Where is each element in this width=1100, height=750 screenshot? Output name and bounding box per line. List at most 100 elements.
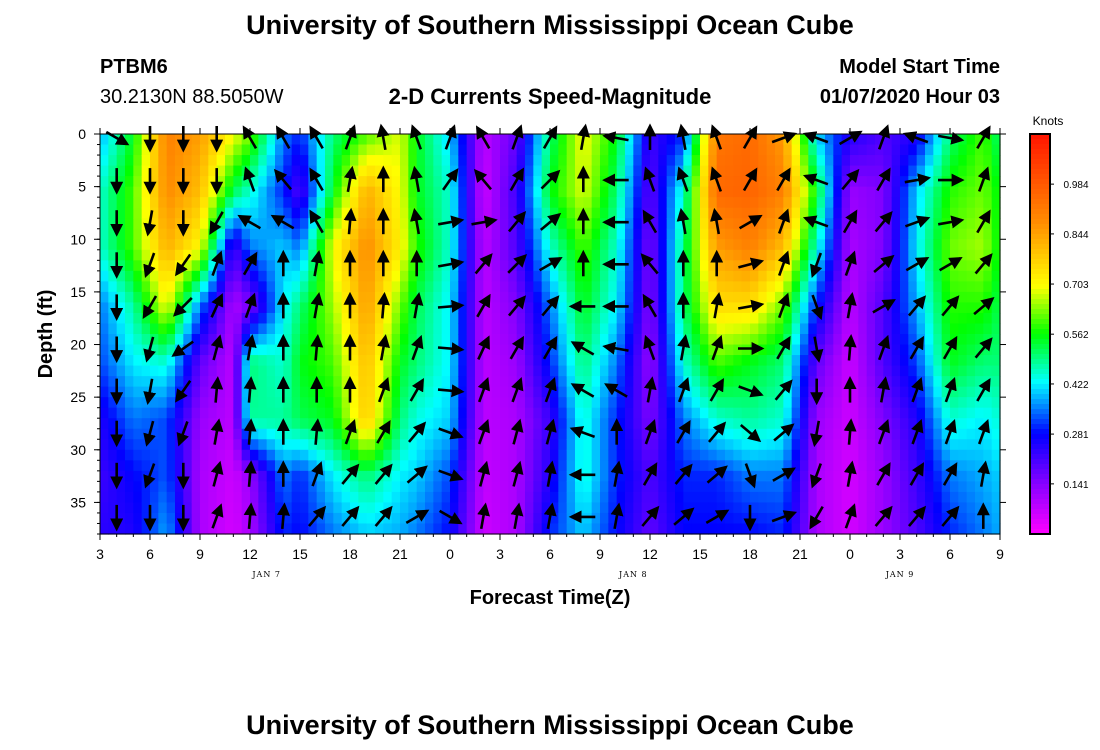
heat-cell xyxy=(791,439,801,451)
heat-cell xyxy=(941,491,951,504)
heat-cell xyxy=(200,386,209,398)
heat-cell xyxy=(333,470,343,482)
heat-cell xyxy=(350,144,359,156)
heat-cell xyxy=(925,312,934,325)
heat-cell xyxy=(166,502,176,514)
x-tick-label: 9 xyxy=(996,546,1004,562)
heat-cell xyxy=(650,491,659,504)
heat-cell xyxy=(925,270,934,282)
heat-cell xyxy=(583,155,593,167)
heat-cell xyxy=(200,344,209,356)
colorbar-swatch xyxy=(1030,134,1050,140)
heat-cell xyxy=(566,218,576,230)
heat-cell xyxy=(200,418,209,430)
heat-cell xyxy=(791,176,801,188)
heat-cell xyxy=(208,449,218,461)
heat-cell xyxy=(191,176,201,188)
heat-cell xyxy=(475,355,484,367)
heat-cell xyxy=(725,165,734,177)
heat-cell xyxy=(900,365,909,377)
heat-cell xyxy=(683,207,693,219)
current-vector-arrow xyxy=(677,334,690,361)
heat-cell xyxy=(600,312,609,325)
heat-cell xyxy=(808,207,818,219)
heat-cell xyxy=(783,491,793,504)
colorbar-tick-label: 0.703 xyxy=(1063,280,1088,291)
heat-cell xyxy=(450,449,459,461)
heat-cell xyxy=(800,291,809,304)
heat-cell xyxy=(133,302,143,314)
heat-cell xyxy=(558,523,568,535)
heat-cell xyxy=(400,470,409,482)
heat-cell xyxy=(916,281,926,293)
heat-cell xyxy=(716,155,726,167)
heat-cell xyxy=(325,355,334,367)
heat-cell xyxy=(191,239,201,251)
current-vector-arrow xyxy=(143,336,156,363)
heat-cell xyxy=(733,418,743,430)
heat-cell xyxy=(733,523,743,535)
heat-cell xyxy=(641,502,651,514)
colorbar-swatch xyxy=(1030,454,1050,460)
heat-cell xyxy=(958,512,968,525)
heat-cell xyxy=(466,302,476,314)
heat-cell xyxy=(741,197,751,209)
heat-cell xyxy=(700,386,709,398)
heat-cell xyxy=(391,470,401,482)
heat-cell xyxy=(683,228,693,240)
heat-cell xyxy=(933,281,943,293)
heat-cell xyxy=(291,344,301,356)
heat-cell xyxy=(700,197,709,209)
heat-cell xyxy=(800,397,809,409)
heat-cell xyxy=(425,523,434,535)
heat-cell xyxy=(608,186,618,198)
heat-cell xyxy=(816,376,826,388)
colorbar-swatch xyxy=(1030,469,1050,475)
colorbar-swatch xyxy=(1030,219,1050,225)
heat-cell xyxy=(208,260,218,272)
heat-cell xyxy=(558,491,568,504)
heat-cell xyxy=(508,270,518,282)
heat-cell xyxy=(366,134,376,146)
heat-cell xyxy=(808,165,818,177)
heat-cell xyxy=(741,239,751,251)
heat-cell xyxy=(941,376,951,388)
heat-cell xyxy=(200,312,209,325)
heat-cell xyxy=(566,207,576,219)
heat-cell xyxy=(866,270,876,282)
heat-cell xyxy=(341,449,351,461)
heat-cell xyxy=(491,176,501,188)
heat-cell xyxy=(841,239,851,251)
heat-cell xyxy=(425,439,434,451)
heat-cell xyxy=(841,470,851,482)
heat-cell xyxy=(333,407,343,419)
heat-cell xyxy=(783,270,793,282)
heat-cell xyxy=(791,197,801,209)
heat-cell xyxy=(716,218,726,230)
heat-cell xyxy=(341,134,351,146)
heat-cell xyxy=(550,407,559,419)
heat-cell xyxy=(375,344,384,356)
heat-cell xyxy=(658,197,668,209)
colorbar-swatch xyxy=(1030,334,1050,340)
heat-cell xyxy=(616,407,626,419)
heat-cell xyxy=(700,355,709,367)
heat-cell xyxy=(983,407,993,419)
heat-cell xyxy=(383,302,393,314)
heat-cell xyxy=(975,512,984,525)
heat-cell xyxy=(616,186,626,198)
heat-cell xyxy=(116,355,126,367)
heat-cell xyxy=(475,460,484,472)
heat-cell xyxy=(950,397,959,409)
heat-cell xyxy=(625,197,634,209)
heat-cell xyxy=(566,228,576,240)
heat-cell xyxy=(475,397,484,409)
heat-cell xyxy=(475,334,484,346)
heat-cell xyxy=(300,355,309,367)
heat-cell xyxy=(758,512,768,525)
heat-cell xyxy=(191,449,201,461)
heat-cell xyxy=(508,365,518,377)
heat-cell xyxy=(325,155,334,167)
heat-cell xyxy=(525,186,534,198)
heat-cell xyxy=(191,165,201,177)
